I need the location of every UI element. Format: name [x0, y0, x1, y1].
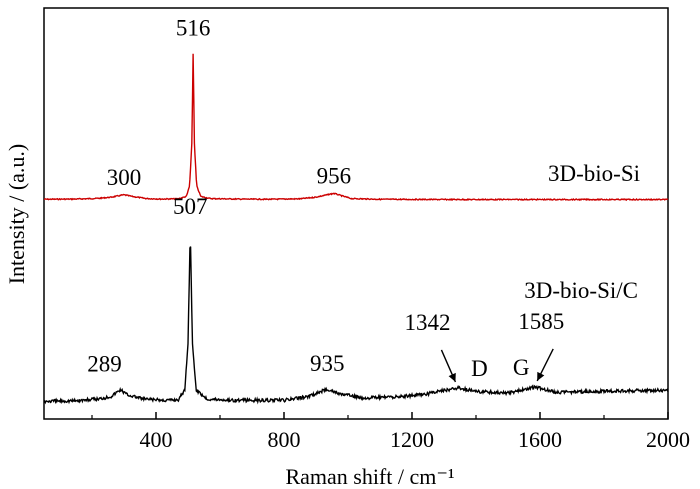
x-tick-label-1600: 1600	[518, 427, 562, 452]
x-tick-label-800: 800	[268, 427, 301, 452]
d-band-arrow-head	[448, 372, 456, 382]
series-group	[43, 53, 669, 405]
annotation-289: 289	[87, 352, 122, 377]
annotation-935: 935	[310, 351, 345, 376]
annotation-1585: 1585	[518, 309, 564, 334]
y-axis-label: Intensity / (a.u.)	[4, 144, 29, 285]
plot-frame	[43, 7, 669, 420]
series-line-3d-bio-si-c	[43, 246, 669, 405]
annotation-1342: 1342	[404, 310, 450, 335]
series-label-3d-bio-si: 3D-bio-Si	[548, 161, 640, 186]
g-band-arrow-head	[537, 371, 545, 381]
annotation-507: 507	[173, 194, 208, 219]
annotations-group: 516 300 956 507 289 935 1342 1585 D G	[87, 16, 564, 383]
series-label-3d-bio-si-c: 3D-bio-Si/C	[524, 278, 638, 303]
annotation-g: G	[513, 355, 530, 380]
x-tick-label-1200: 1200	[390, 427, 434, 452]
annotation-956: 956	[317, 163, 352, 188]
x-tick-label-2000: 2000	[646, 427, 690, 452]
annotation-300: 300	[107, 165, 142, 190]
series-line-3d-bio-si	[44, 53, 669, 202]
x-tick-label-400: 400	[140, 427, 173, 452]
x-axis-label: Raman shift / cm⁻¹	[285, 464, 454, 489]
annotation-d: D	[471, 356, 488, 381]
x-axis-ticks: 400 800 1200 1600 2000	[91, 412, 690, 452]
annotation-516: 516	[176, 16, 211, 41]
series-labels-group: 3D-bio-Si 3D-bio-Si/C	[524, 161, 640, 303]
